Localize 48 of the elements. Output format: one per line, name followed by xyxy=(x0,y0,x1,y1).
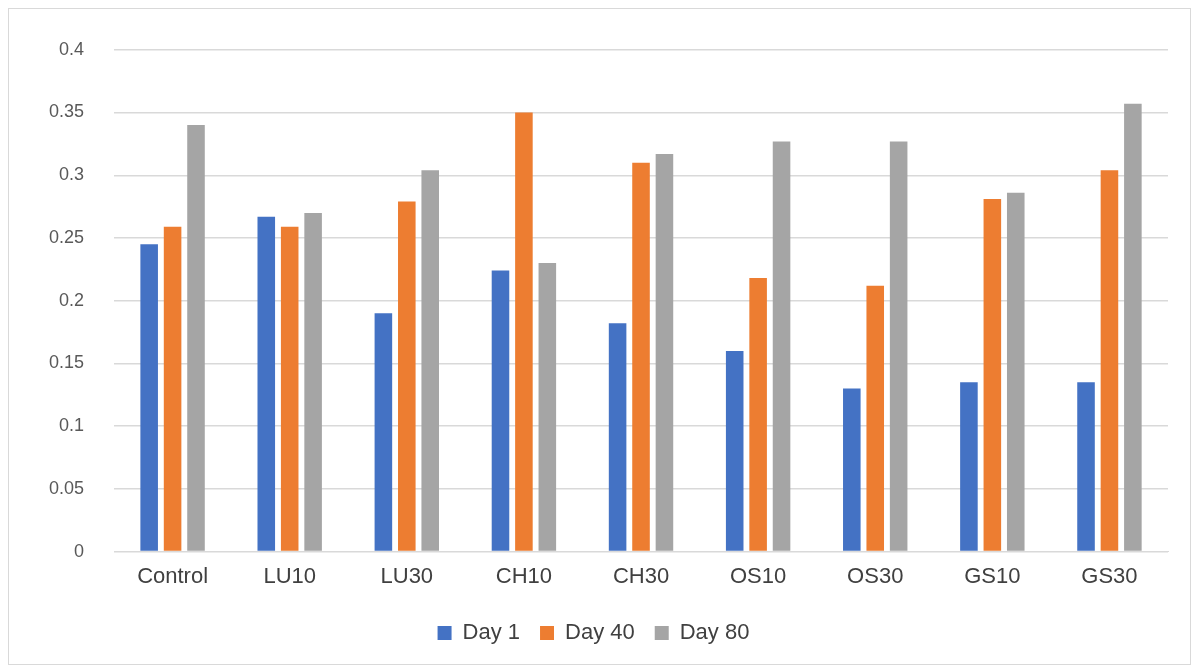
bar xyxy=(725,350,744,551)
bar xyxy=(304,212,322,551)
bar xyxy=(1124,103,1142,551)
bar xyxy=(1077,382,1095,551)
bar xyxy=(163,226,182,551)
bar xyxy=(257,216,276,551)
bar xyxy=(655,153,674,551)
x-tick-label: OS10 xyxy=(729,562,787,588)
bar xyxy=(889,141,908,551)
x-tick-label: CH10 xyxy=(495,562,553,588)
bar xyxy=(140,244,158,551)
bar xyxy=(866,285,885,551)
y-tick-label: 0.35 xyxy=(48,101,85,122)
x-tick-label: OS30 xyxy=(847,562,904,588)
y-tick-label: 0.3 xyxy=(59,164,85,185)
y-tick-label: 0.1 xyxy=(59,415,85,436)
bar xyxy=(374,313,393,551)
y-tick-label: 0.2 xyxy=(59,289,85,310)
legend-label: Day 1 xyxy=(462,619,521,645)
legend-label: Day 40 xyxy=(565,619,635,645)
x-tick-label: GS10 xyxy=(964,562,1021,588)
bar xyxy=(398,201,416,551)
y-tick-label: 0.05 xyxy=(48,477,85,498)
bar xyxy=(608,323,627,551)
x-tick-label: CH30 xyxy=(612,562,670,588)
bar xyxy=(421,170,440,551)
bar xyxy=(515,112,533,551)
x-tick-label: LU10 xyxy=(263,562,316,588)
y-tick-label: 0.4 xyxy=(59,38,85,59)
x-tick-label: Control xyxy=(137,562,209,588)
bar xyxy=(749,278,767,551)
bar xyxy=(491,270,510,551)
bar xyxy=(1100,170,1119,551)
bar xyxy=(632,162,650,551)
y-tick-label: 0 xyxy=(74,540,85,561)
bar xyxy=(843,388,861,551)
bar xyxy=(960,382,978,551)
x-tick-label: LU30 xyxy=(380,562,434,588)
y-tick-label: 0.15 xyxy=(48,352,85,373)
x-tick-label: GS30 xyxy=(1081,562,1138,588)
bar xyxy=(983,199,1002,551)
bar xyxy=(1006,192,1025,551)
bar xyxy=(538,263,557,551)
y-tick-label: 0.25 xyxy=(48,226,85,247)
bar xyxy=(187,125,205,551)
bar xyxy=(280,226,299,551)
bar xyxy=(772,141,791,551)
legend-label: Day 80 xyxy=(679,619,750,645)
